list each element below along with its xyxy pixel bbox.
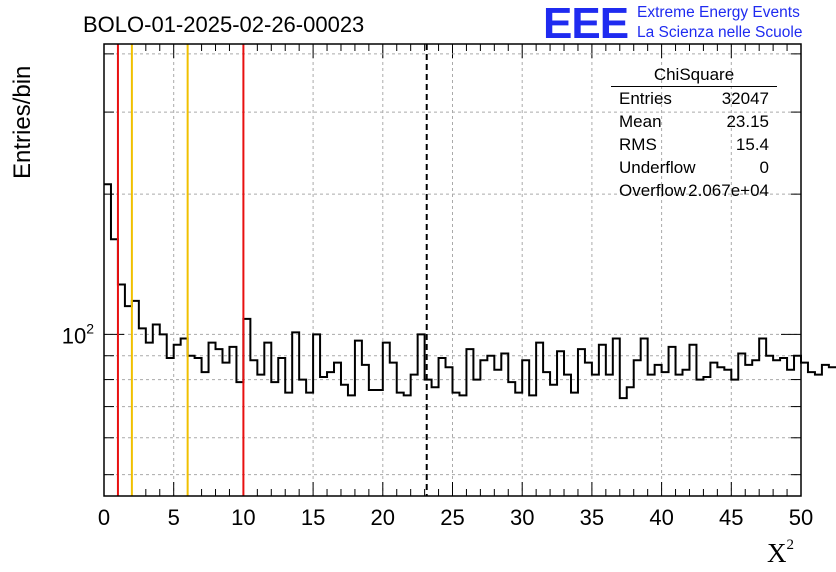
eee-logo: EEE bbox=[543, 0, 629, 48]
stats-row-rms: RMS 15.4 bbox=[611, 133, 777, 156]
stats-title: ChiSquare bbox=[611, 64, 777, 87]
x-tick-label: 30 bbox=[510, 505, 534, 530]
stats-value: 32047 bbox=[721, 89, 769, 108]
x-tick-label: 5 bbox=[168, 505, 180, 530]
x-tick-label: 35 bbox=[580, 505, 604, 530]
stats-value: 0 bbox=[759, 158, 769, 177]
stats-row-mean: Mean 23.15 bbox=[611, 110, 777, 133]
x-tick-label: 50 bbox=[789, 505, 813, 530]
stats-key: Underflow bbox=[619, 158, 696, 177]
stats-row-entries: Entries 32047 bbox=[611, 87, 777, 110]
stats-key: Mean bbox=[619, 112, 662, 131]
x-axis-label: X2 bbox=[767, 537, 794, 569]
x-tick-label: 40 bbox=[649, 505, 673, 530]
x-axis-label-exponent: 2 bbox=[786, 537, 795, 553]
stats-row-underflow: Underflow 0 bbox=[611, 156, 777, 179]
stats-key: RMS bbox=[619, 135, 657, 154]
stats-row-overflow: Overflow 2.067e+04 bbox=[611, 179, 777, 202]
x-tick-label: 0 bbox=[98, 505, 110, 530]
x-tick-label: 15 bbox=[301, 505, 325, 530]
logo-line-2: La Scienza nelle Scuole bbox=[637, 24, 803, 41]
x-tick-label: 20 bbox=[371, 505, 395, 530]
logo-line-1: Extreme Energy Events bbox=[637, 4, 800, 21]
x-tick-label: 45 bbox=[719, 505, 743, 530]
stats-value: 2.067e+04 bbox=[688, 181, 769, 200]
stats-key: Entries bbox=[619, 89, 672, 108]
chart-title: BOLO-01-2025-02-26-00023 bbox=[83, 12, 365, 37]
stats-value: 15.4 bbox=[735, 135, 769, 154]
y-axis-label: Entries/bin bbox=[9, 65, 36, 179]
histogram-line bbox=[104, 183, 836, 400]
y-tick-label: 102 bbox=[62, 320, 94, 348]
plot-frame bbox=[103, 43, 802, 497]
stats-value: 23.15 bbox=[726, 112, 769, 131]
x-tick-label: 10 bbox=[231, 505, 255, 530]
stats-box: ChiSquare Entries 32047 Mean 23.15 RMS 15.4… bbox=[611, 64, 777, 202]
stats-key: Overflow bbox=[619, 181, 687, 200]
x-axis-label-base: X bbox=[767, 538, 787, 568]
x-tick-label: 25 bbox=[440, 505, 464, 530]
